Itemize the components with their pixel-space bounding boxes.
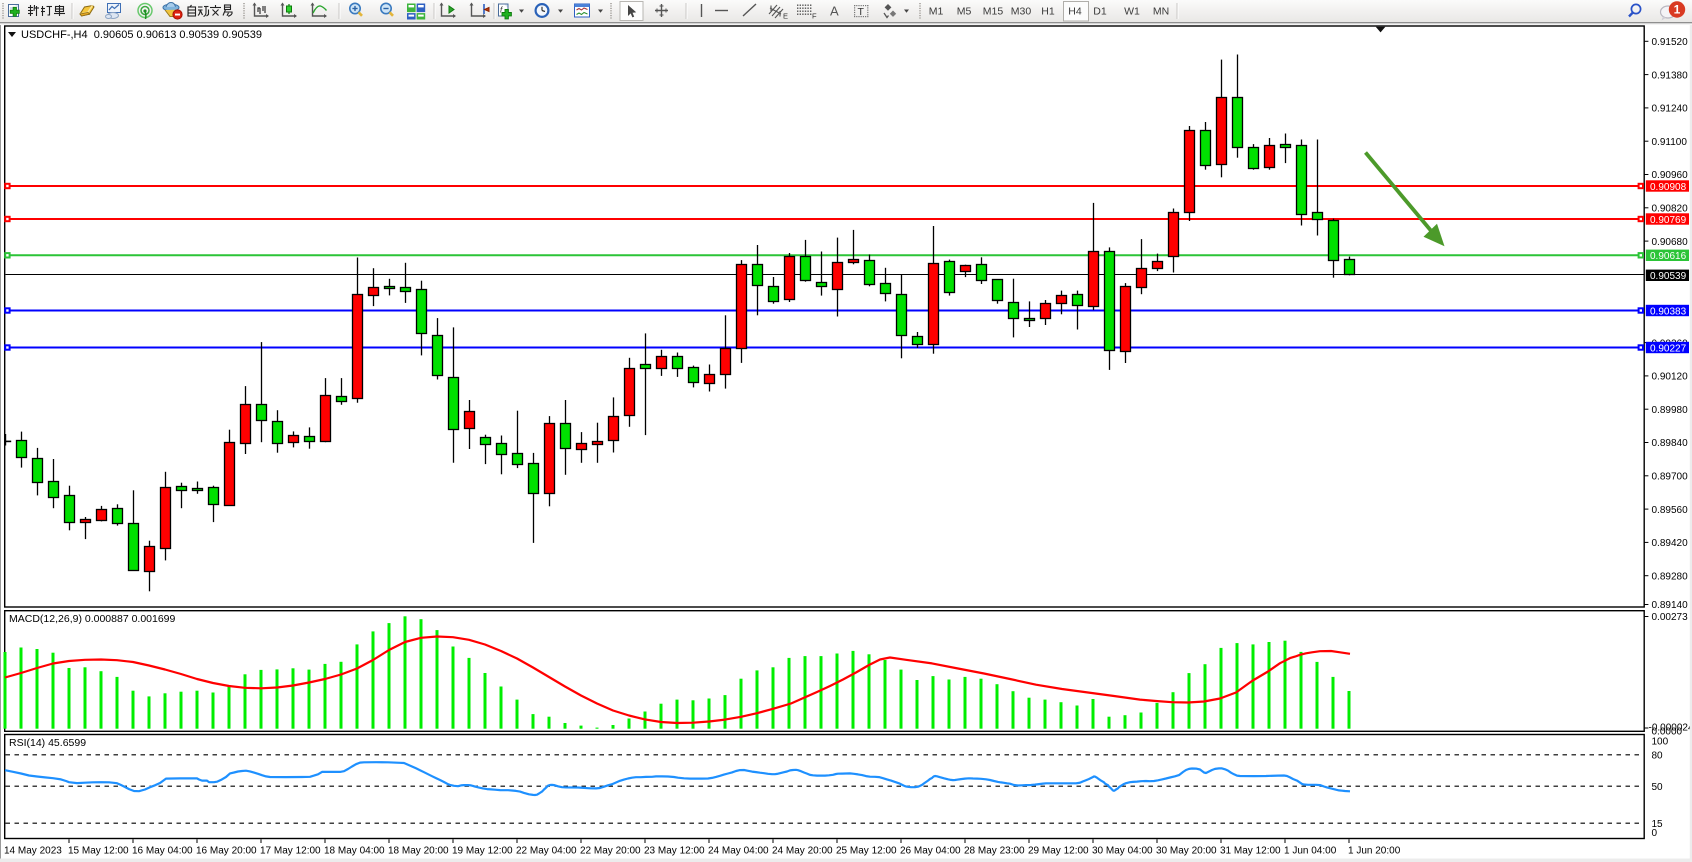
svg-text:M30: M30 (1011, 6, 1032, 18)
svg-text:-0.000024: -0.000024 (1649, 723, 1692, 734)
svg-text:M5: M5 (957, 6, 972, 18)
svg-text:USDCHF-,H4 0.90605 0.90613 0.: USDCHF-,H4 0.90605 0.90613 0.90539 0.905… (21, 29, 262, 41)
svg-text:100: 100 (1652, 736, 1669, 747)
svg-text:A: A (830, 4, 839, 19)
svg-text:0.91520: 0.91520 (1652, 37, 1689, 48)
svg-text:0.90616: 0.90616 (1650, 251, 1687, 262)
svg-text:0.89560: 0.89560 (1652, 505, 1689, 516)
svg-text:15 May 12:00: 15 May 12:00 (68, 846, 129, 857)
svg-text:RSI(14) 45.6599: RSI(14) 45.6599 (9, 737, 86, 749)
svg-text:25 May 12:00: 25 May 12:00 (836, 846, 897, 857)
svg-text:0.90227: 0.90227 (1650, 343, 1687, 354)
svg-text:E: E (783, 12, 788, 21)
svg-text:D1: D1 (1093, 6, 1107, 18)
svg-text:17 May 12:00: 17 May 12:00 (260, 846, 321, 857)
svg-text:80: 80 (1652, 751, 1664, 762)
svg-text:0: 0 (1652, 828, 1658, 839)
svg-text:0.00273: 0.00273 (1652, 612, 1689, 623)
svg-text:24 May 04:00: 24 May 04:00 (708, 846, 769, 857)
svg-text:0.90383: 0.90383 (1650, 306, 1687, 317)
svg-text:0.89140: 0.89140 (1652, 600, 1689, 611)
svg-text:29 May 12:00: 29 May 12:00 (1028, 846, 1089, 857)
svg-text:22 May 20:00: 22 May 20:00 (580, 846, 641, 857)
svg-text:M1: M1 (929, 6, 944, 18)
svg-text:26 May 04:00: 26 May 04:00 (900, 846, 961, 857)
svg-text:30 May 04:00: 30 May 04:00 (1092, 846, 1153, 857)
svg-text:14 May 2023: 14 May 2023 (4, 846, 62, 857)
svg-text:0.90120: 0.90120 (1652, 372, 1689, 383)
svg-text:24 May 20:00: 24 May 20:00 (772, 846, 833, 857)
svg-text:16 May 04:00: 16 May 04:00 (132, 846, 193, 857)
svg-text:18 May 04:00: 18 May 04:00 (324, 846, 385, 857)
svg-text:MACD(12,26,9) 0.000887 0.00169: MACD(12,26,9) 0.000887 0.001699 (9, 613, 176, 625)
svg-text:1: 1 (1674, 3, 1681, 17)
svg-text:16 May 20:00: 16 May 20:00 (196, 846, 257, 857)
svg-text:22 May 04:00: 22 May 04:00 (516, 846, 577, 857)
svg-text:0.90680: 0.90680 (1652, 237, 1689, 248)
svg-text:0.89280: 0.89280 (1652, 571, 1689, 582)
svg-text:MN: MN (1153, 6, 1169, 18)
svg-text:0.89980: 0.89980 (1652, 405, 1689, 416)
svg-text:f: f (500, 6, 503, 15)
svg-text:15: 15 (1652, 819, 1664, 830)
svg-text:28 May 23:00: 28 May 23:00 (964, 846, 1025, 857)
svg-text:0.0000: 0.0000 (1652, 727, 1683, 738)
svg-text:0.90960: 0.90960 (1652, 170, 1689, 181)
svg-text:0.90908: 0.90908 (1650, 182, 1687, 193)
svg-text:0.91100: 0.91100 (1652, 137, 1688, 148)
svg-text:30 May 20:00: 30 May 20:00 (1156, 846, 1217, 857)
svg-text:0.90539: 0.90539 (1650, 271, 1687, 282)
svg-text:0.91240: 0.91240 (1652, 104, 1689, 115)
svg-text:1 Jun 20:00: 1 Jun 20:00 (1348, 846, 1401, 857)
svg-text:0.90769: 0.90769 (1650, 215, 1687, 226)
svg-text:31 May 12:00: 31 May 12:00 (1220, 846, 1281, 857)
svg-text:W1: W1 (1124, 6, 1140, 18)
svg-text:T: T (858, 6, 865, 18)
svg-text:0.89700: 0.89700 (1652, 472, 1689, 483)
svg-text:50: 50 (1652, 782, 1664, 793)
svg-text:0.89840: 0.89840 (1652, 438, 1689, 449)
svg-text:0.91380: 0.91380 (1652, 70, 1689, 81)
svg-text:0.89420: 0.89420 (1652, 538, 1689, 549)
svg-text:19 May 12:00: 19 May 12:00 (452, 846, 513, 857)
svg-text:F: F (812, 12, 817, 21)
svg-text:H4: H4 (1068, 6, 1082, 18)
svg-text:18 May 20:00: 18 May 20:00 (388, 846, 449, 857)
svg-text:23 May 12:00: 23 May 12:00 (644, 846, 705, 857)
svg-text:0.90820: 0.90820 (1652, 204, 1689, 215)
svg-text:M15: M15 (983, 6, 1004, 18)
svg-text:1 Jun 04:00: 1 Jun 04:00 (1284, 846, 1337, 857)
svg-text:H1: H1 (1041, 6, 1055, 18)
